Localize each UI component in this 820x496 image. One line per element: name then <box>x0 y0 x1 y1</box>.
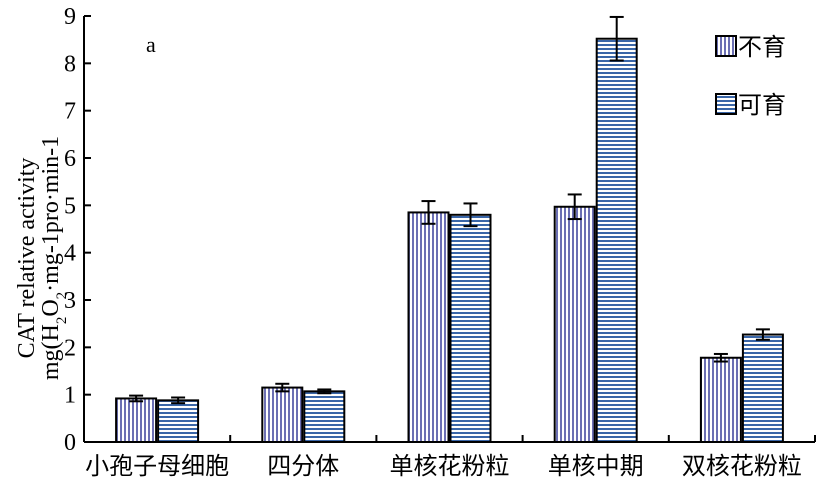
bar-sterile <box>115 397 158 444</box>
y-tick-label: 9 <box>64 4 76 30</box>
bar-fertile <box>157 399 200 444</box>
bar-sterile <box>699 356 742 444</box>
category-label: 四分体 <box>267 452 339 480</box>
category-label: 小孢子母细胞 <box>85 452 229 480</box>
y-tick-label: 4 <box>64 241 76 267</box>
bar-fertile <box>595 37 638 443</box>
panel-label: a <box>146 32 156 57</box>
y-axis-title-line1: CAT relative activity <box>14 158 40 359</box>
category-label: 双核花粉粒 <box>682 452 802 480</box>
labels: 小孢子母细胞 四分体 单核花粉粒 单核中期 双核花粉粒 a CAT relative act… <box>14 32 802 480</box>
y-tick-label: 0 <box>64 430 76 456</box>
bar-fertile <box>449 213 492 443</box>
legend-swatch <box>715 35 737 57</box>
bar-fertile <box>741 333 784 444</box>
bar-sterile <box>553 205 596 443</box>
bars <box>115 15 784 444</box>
bar-sterile <box>407 211 450 443</box>
category-label: 单核中期 <box>548 452 644 480</box>
axes: 0 1 2 3 4 5 6 7 8 9 <box>64 4 816 456</box>
category-label: 单核花粉粒 <box>390 452 510 480</box>
y-tick-label: 6 <box>64 146 76 172</box>
y-tick-label: 5 <box>64 193 76 219</box>
bar-sterile <box>261 386 304 444</box>
y-tick-label: 7 <box>64 99 76 125</box>
legend-swatch <box>715 93 737 115</box>
bar-fertile <box>303 390 346 443</box>
y-tick-label: 2 <box>64 335 76 361</box>
y-tick-label: 8 <box>64 51 76 77</box>
y-axis-title-line2: mg(H2O2·mg-1pro·min-1 <box>38 136 70 380</box>
y-tick-label: 3 <box>64 288 76 314</box>
legend-label: 可育 <box>738 91 786 119</box>
legend-label: 不育 <box>738 33 786 61</box>
y-axis-title: CAT relative activitymg(H2O2·mg-1pro·min… <box>14 136 70 380</box>
y-tick-label: 1 <box>64 383 76 409</box>
